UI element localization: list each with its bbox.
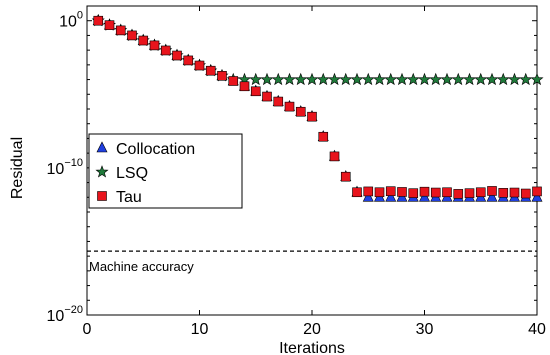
data-point <box>464 188 475 198</box>
data-point <box>419 186 430 197</box>
data-point <box>507 72 522 86</box>
data-point <box>160 45 171 56</box>
data-point <box>487 186 497 196</box>
legend-marker <box>95 165 109 178</box>
y-axis-label: Residual <box>9 137 26 199</box>
data-point <box>474 72 488 86</box>
data-point <box>249 72 263 86</box>
x-tick-label: 0 <box>83 321 92 338</box>
data-point <box>440 72 454 86</box>
legend-marker <box>96 141 108 153</box>
legend-box <box>88 133 243 209</box>
data-point <box>519 72 533 86</box>
data-point <box>340 171 351 182</box>
legend-marker <box>97 191 107 201</box>
data-point <box>509 187 520 198</box>
data-point <box>205 65 216 76</box>
data-point <box>395 72 409 86</box>
data-point <box>430 187 441 198</box>
data-point <box>318 131 329 142</box>
data-point <box>453 189 464 199</box>
data-point <box>485 72 499 86</box>
x-tick-label: 20 <box>303 321 321 338</box>
data-point <box>462 72 477 86</box>
data-point <box>475 187 486 198</box>
data-point <box>350 72 364 86</box>
x-tick-label: 40 <box>528 321 546 338</box>
x-tick-label: 30 <box>416 321 434 338</box>
data-point <box>385 190 397 202</box>
data-point <box>316 72 330 86</box>
data-point <box>486 190 498 202</box>
data-point <box>384 72 398 86</box>
data-point <box>127 30 137 41</box>
data-point <box>385 186 396 196</box>
data-point <box>172 50 182 61</box>
data-point <box>520 188 531 199</box>
data-point <box>408 188 419 198</box>
data-point <box>250 86 261 97</box>
x-axis-label: Iterations <box>279 340 345 355</box>
data-point <box>149 40 160 51</box>
reference-line-group: Machine accuracy <box>87 250 537 274</box>
data-point <box>138 35 149 46</box>
data-point <box>496 72 510 86</box>
legend-entry-lsq: LSQ <box>95 165 148 182</box>
data-point <box>262 91 272 102</box>
series-tau <box>93 15 542 199</box>
legend-label: Tau <box>116 189 142 206</box>
data-point <box>329 151 340 162</box>
data-point <box>273 96 284 107</box>
data-point <box>372 72 387 86</box>
legend-entry-collocation: Collocation <box>96 141 195 158</box>
data-point <box>530 72 544 86</box>
data-point <box>397 187 407 197</box>
data-point <box>239 81 250 92</box>
data-point <box>451 72 465 86</box>
data-point <box>271 72 285 86</box>
data-point <box>104 20 115 30</box>
data-point <box>532 186 542 197</box>
data-point <box>260 72 274 86</box>
data-point <box>429 72 443 86</box>
y-tick-label: 10−10 <box>47 157 83 178</box>
data-point <box>228 76 239 86</box>
data-point <box>305 72 319 86</box>
data-point <box>194 60 205 71</box>
data-point <box>217 71 227 81</box>
data-point <box>284 101 295 112</box>
y-tick-label: 10−20 <box>47 304 83 325</box>
data-point <box>352 187 362 198</box>
data-point <box>282 72 297 86</box>
data-point <box>294 72 308 86</box>
data-point <box>362 190 374 202</box>
legend: Collocation LSQ Tau <box>88 133 243 209</box>
data-point <box>417 72 432 86</box>
series-group <box>91 13 544 202</box>
data-point <box>406 72 420 86</box>
data-point <box>115 25 126 36</box>
x-tick-label: 10 <box>191 321 209 338</box>
data-point <box>327 72 342 86</box>
legend-label: Collocation <box>116 141 195 158</box>
legend-label: LSQ <box>116 165 148 182</box>
data-point <box>361 72 375 86</box>
data-point <box>307 111 317 122</box>
legend-entry-tau: Tau <box>97 189 142 206</box>
axis-ticks: 0 10 20 30 40 10−20 10−10 100 <box>47 5 546 338</box>
data-point <box>363 186 374 197</box>
data-point <box>442 187 452 198</box>
y-tick-label: 100 <box>59 10 83 31</box>
data-point <box>295 106 306 117</box>
data-point <box>339 72 353 86</box>
data-point <box>93 15 104 26</box>
machine-accuracy-label: Machine accuracy <box>89 259 194 274</box>
data-point <box>374 187 385 198</box>
data-point <box>531 190 543 202</box>
data-point <box>183 55 194 66</box>
data-point <box>498 188 509 198</box>
